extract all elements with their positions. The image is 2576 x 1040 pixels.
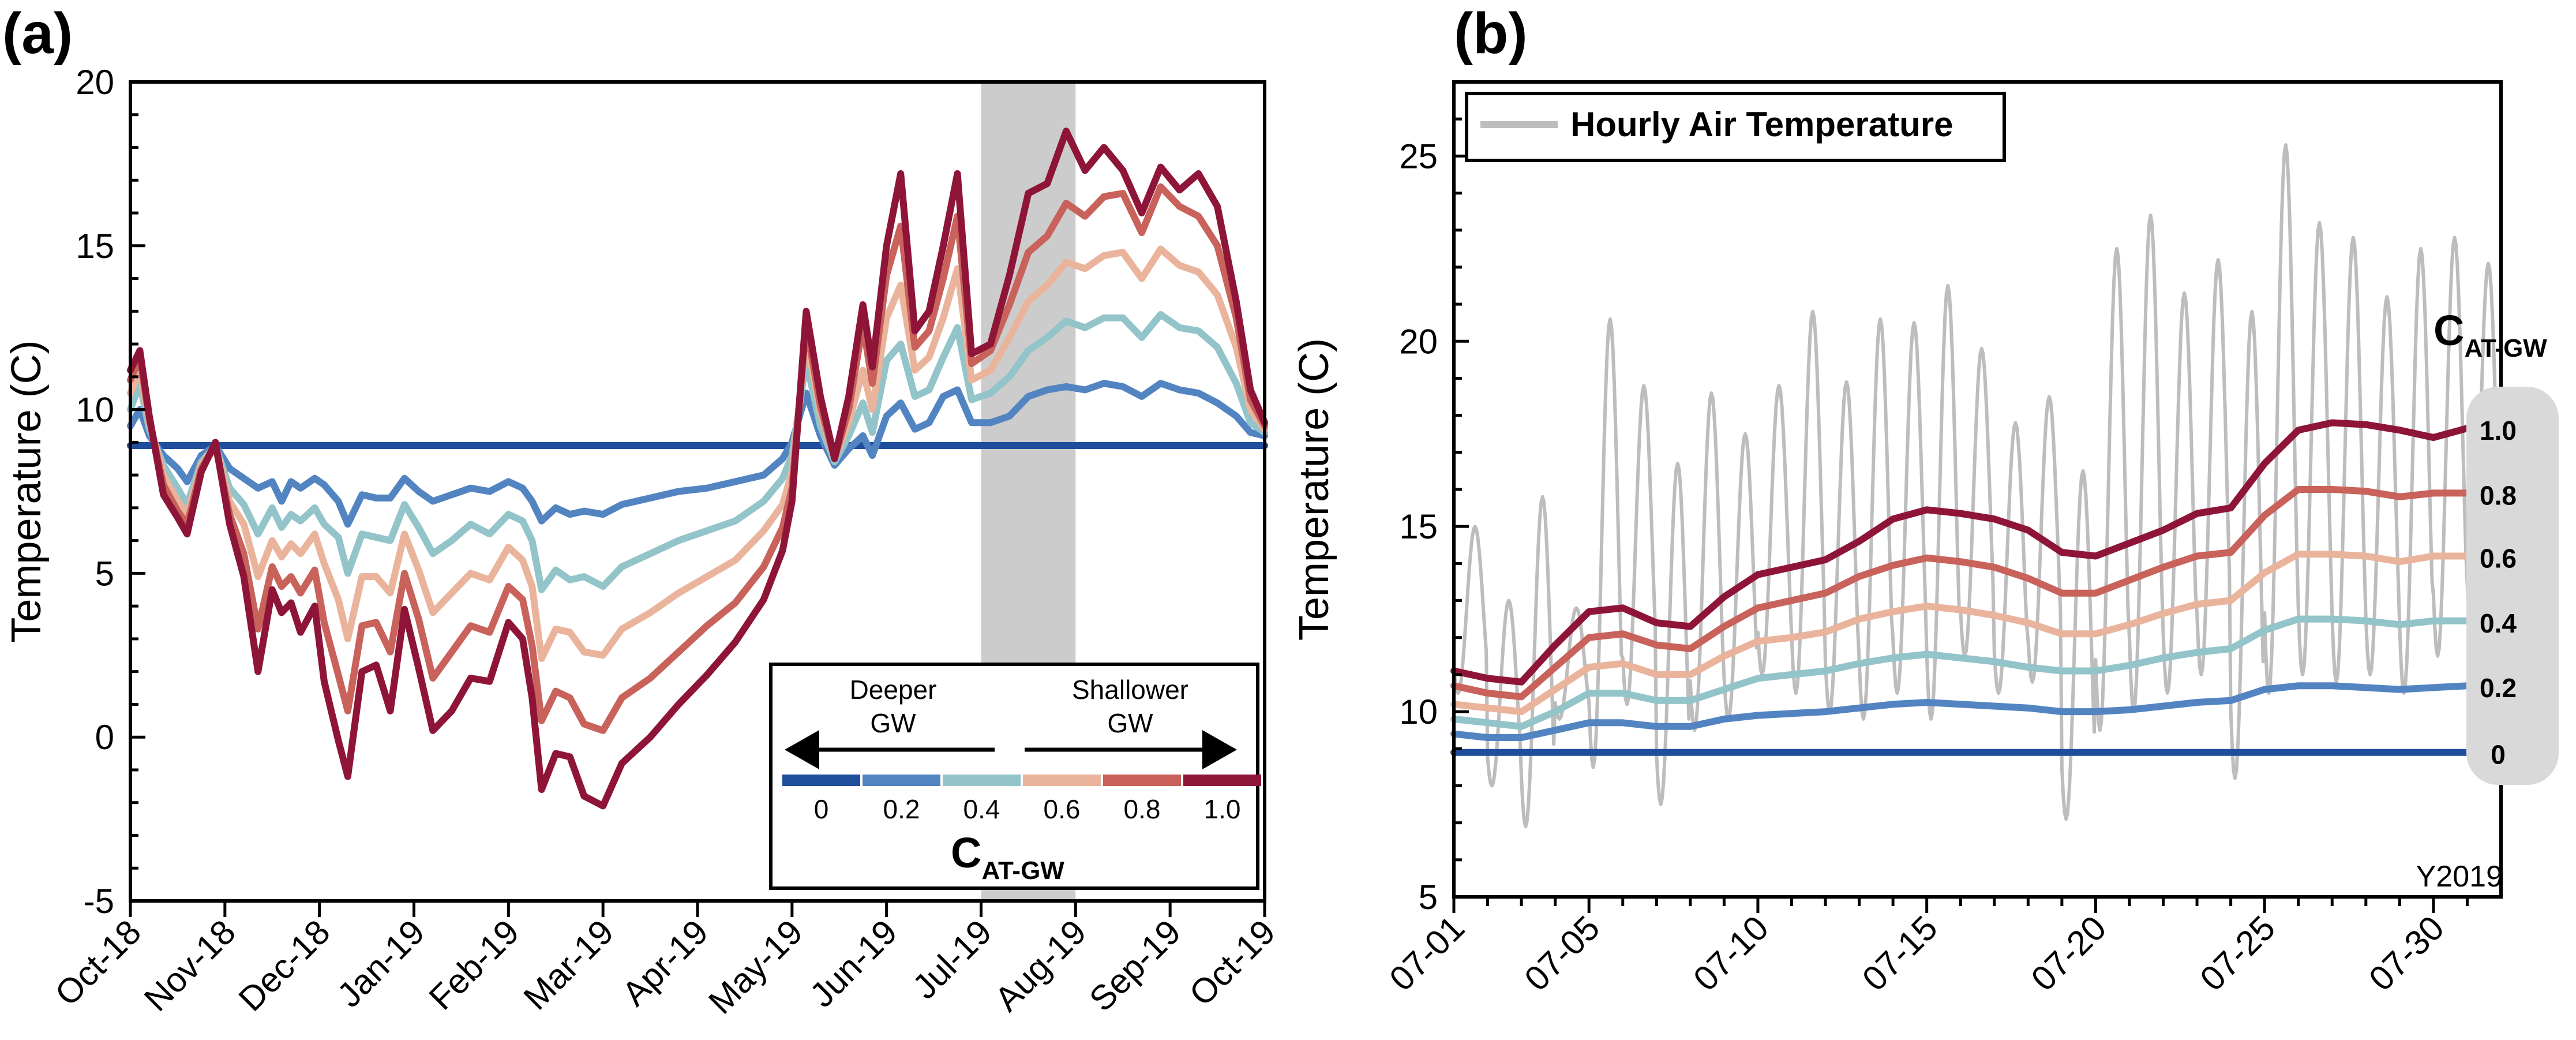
x-tick-label: 07-20 [2024,908,2114,998]
panel-b-legend-value: 1.0 [2480,416,2517,446]
y-tick-label: 25 [1399,137,1438,175]
panel-a-label: (a) [2,1,73,66]
x-tick-label: 07-10 [1686,908,1776,998]
panel-a-y-axis: -5 0 5 10 15 20 [76,63,145,921]
legend-value-label: 0.2 [883,794,920,824]
legend-shallower-label: Shallower GW [1072,675,1188,738]
legend-shallower-line1: Shallower [1072,675,1188,705]
series-line-c-0.4 [127,311,1268,593]
legend-deeper-line1: Deeper [850,675,937,705]
panel-b-legend-title: CAT-GW [2433,306,2547,362]
series-line-c-1.0 [1450,419,2471,686]
legend-swatch-c-0.8 [1103,775,1181,786]
legend-swatch-c-0.4 [943,775,1021,786]
panel-b-legend-value: 0.2 [2480,673,2517,703]
legend-title: CAT-GW [951,829,1064,885]
series-line-c-0.6 [1450,551,2471,716]
y-tick-label: 15 [1399,507,1438,546]
panel-b-series [1450,419,2471,756]
x-tick-label: Aug-19 [987,912,1093,1019]
series-line-c-0.2 [127,380,1268,528]
panel-a-x-axis: Oct-18Nov-18Dec-18Jan-19Feb-19Mar-19Apr-… [47,901,1283,1022]
x-tick-label: Sep-19 [1082,912,1188,1019]
x-tick-label: Feb-19 [422,912,527,1017]
x-tick-label: May-19 [701,912,810,1022]
legend-swatches: 0 0.2 0.4 0.6 0.8 1.0 [782,775,1261,824]
panel-b-legend-value: 0.4 [2480,608,2517,638]
panel-a-series [127,128,1268,810]
panel-b-label: (b) [1454,1,1528,66]
panel-a: (a) -5 0 5 10 15 20 Oct-18Nov-18Dec-18Jan-19F… [2,1,1283,1022]
legend-swatch-c-0.6 [1023,775,1101,786]
series-line-c-0.8 [1450,486,2471,701]
panel-b-c-legend: CAT-GW 1.0 0.8 0.6 0.4 0.2 0 [2433,306,2559,785]
x-tick-label: Oct-19 [1182,912,1283,1013]
x-tick-label: 07-01 [1382,908,1472,998]
series-line-c-1.0 [127,128,1268,810]
series-line-c-0.6 [127,245,1268,662]
panel-b-legend-value: 0.6 [2480,544,2517,574]
panel-b-y-axis-title: Temperature (C) [1291,338,1337,641]
y-tick-label: 10 [76,391,114,429]
year-annotation: Y2019 [2416,860,2503,893]
x-tick-label: Jan-19 [330,912,432,1015]
x-tick-label: 07-30 [2361,908,2451,998]
legend-deeper-label: Deeper GW [850,675,937,738]
series-line-c-0.8 [127,183,1268,734]
legend-shallower-arrowhead [1202,730,1237,769]
legend-shallower-line2: GW [1107,708,1153,738]
y-tick-label: 5 [95,554,114,593]
y-tick-label: 15 [76,227,114,265]
y-tick-label: 0 [95,718,114,757]
y-tick-label: 10 [1399,693,1438,731]
panel-a-y-axis-title: Temperature (C) [3,340,50,642]
legend-swatch-c-0.2 [863,775,940,786]
x-tick-label: 07-15 [1855,908,1945,998]
y-tick-label: -5 [84,882,114,921]
y-tick-label: 5 [1419,878,1438,916]
x-tick-label: 07-05 [1517,908,1607,998]
panel-b-legend-value: 0 [2491,740,2506,770]
panel-b-y-axis: 5 10 15 20 25 [1399,80,1469,916]
panel-b-legend-pill [2466,387,2559,785]
legend-value-label: 1.0 [1204,794,1241,824]
x-tick-label: Dec-18 [231,912,338,1019]
air-temperature-line [1452,143,2502,829]
x-tick-label: 07-25 [2192,908,2282,998]
panel-b-legend-title-sub: AT-GW [2464,334,2547,362]
legend-value-label: 0.4 [963,794,1000,824]
x-tick-label: Jul-19 [905,912,999,1007]
air-legend-label: Hourly Air Temperature [1570,105,1953,144]
legend-swatch-c-0 [782,775,860,786]
legend-value-label: 0.6 [1044,794,1081,824]
panel-b-legend-value: 0.8 [2480,480,2517,510]
x-tick-label: Jun-19 [803,912,905,1015]
legend-swatch-c-1.0 [1183,775,1261,786]
legend-value-label: 0 [814,794,829,824]
legend-deeper-line2: GW [870,708,916,738]
legend-title-sub: AT-GW [981,856,1064,885]
panel-b-legend-title-main: C [2433,306,2464,354]
legend-value-label: 0.8 [1124,794,1161,824]
x-tick-label: Apr-19 [614,912,715,1013]
y-tick-label: 20 [76,63,114,102]
panel-a-legend: Deeper GW Shallower GW 0 0.2 0.4 0.6 0.8 1.0 CA… [769,663,1261,890]
x-tick-label: Nov-18 [137,912,243,1019]
y-tick-label: 20 [1399,322,1438,361]
series-line-c-0.4 [1450,615,2471,730]
x-tick-label: Oct-18 [47,912,148,1013]
legend-deeper-arrowhead [785,730,819,769]
hourly-air-temperature-series [1452,143,2502,829]
panel-b-legend-values: 1.0 0.8 0.6 0.4 0.2 0 [2480,416,2517,770]
x-tick-label: Mar-19 [516,912,621,1017]
series-line-c-0.2 [1450,682,2471,741]
panel-b-x-axis: 07-01 07-05 07-10 07-15 07-20 07-25 07-30 [1382,897,2469,998]
air-temperature-legend: Hourly Air Temperature [1465,92,2006,162]
legend-title-main: C [951,829,981,877]
